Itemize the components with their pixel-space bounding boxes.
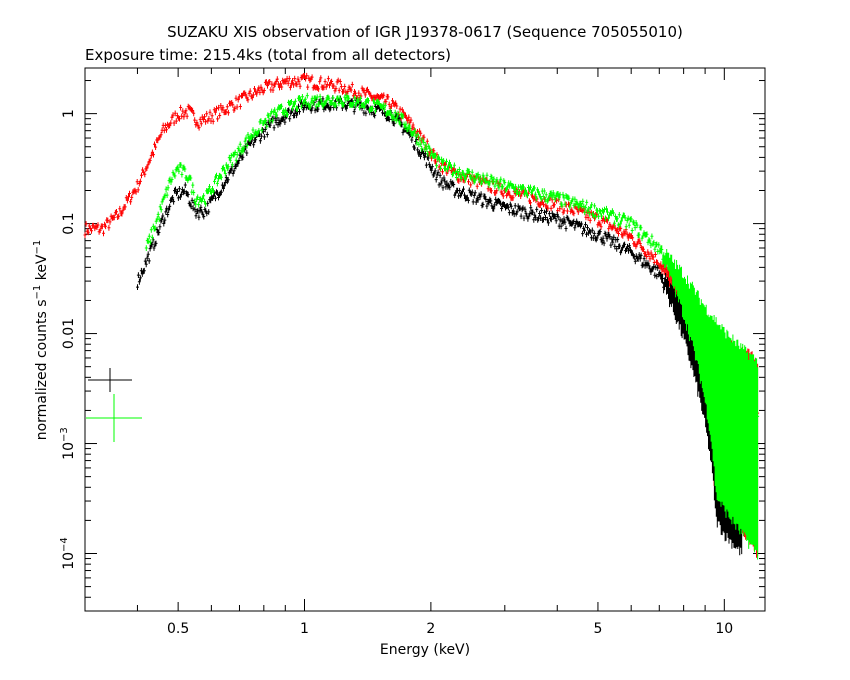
y-axis-ticks (85, 80, 765, 612)
chart-title: SUZAKU XIS observation of IGR J19378-061… (167, 23, 683, 41)
y-tick-label: 0.1 (61, 212, 77, 234)
y-tick-label: 0.01 (61, 318, 77, 349)
x-tick-label: 5 (593, 621, 602, 637)
y-axis-label-exp1: −1 (32, 285, 43, 300)
legend-cross-1 (86, 394, 142, 442)
x-axis-tick-labels: 0.5 1 2 5 10 (167, 621, 733, 637)
y-tick-label: 10−4 (59, 537, 77, 570)
series-layer (83, 72, 760, 560)
x-tick-label: 10 (715, 621, 733, 637)
y-axis-label-main: normalized counts s (34, 299, 50, 440)
series-2 (144, 92, 760, 560)
legend-crosses (86, 368, 142, 442)
y-axis-label-unit: keV (34, 254, 50, 285)
legend-cross-0 (88, 368, 132, 392)
plot-frame (84, 67, 766, 612)
x-tick-label: 2 (426, 621, 435, 637)
x-tick-label: 0.5 (167, 621, 189, 637)
y-axis-label: normalized counts s−1 keV−1 (32, 240, 50, 441)
y-tick-label: 10−3 (59, 427, 77, 460)
series-2-errorbars (144, 92, 760, 560)
y-axis-label-exp2: −1 (32, 240, 43, 255)
x-axis-label: Energy (keV) (380, 642, 470, 658)
x-tick-label: 1 (300, 621, 309, 637)
y-axis-tick-labels: 1 0.1 0.01 10−3 10−4 (59, 109, 77, 570)
y-tick-label: 1 (61, 109, 77, 118)
x-axis-ticks (84, 68, 725, 611)
chart-subtitle: Exposure time: 215.4ks (total from all d… (85, 46, 451, 64)
